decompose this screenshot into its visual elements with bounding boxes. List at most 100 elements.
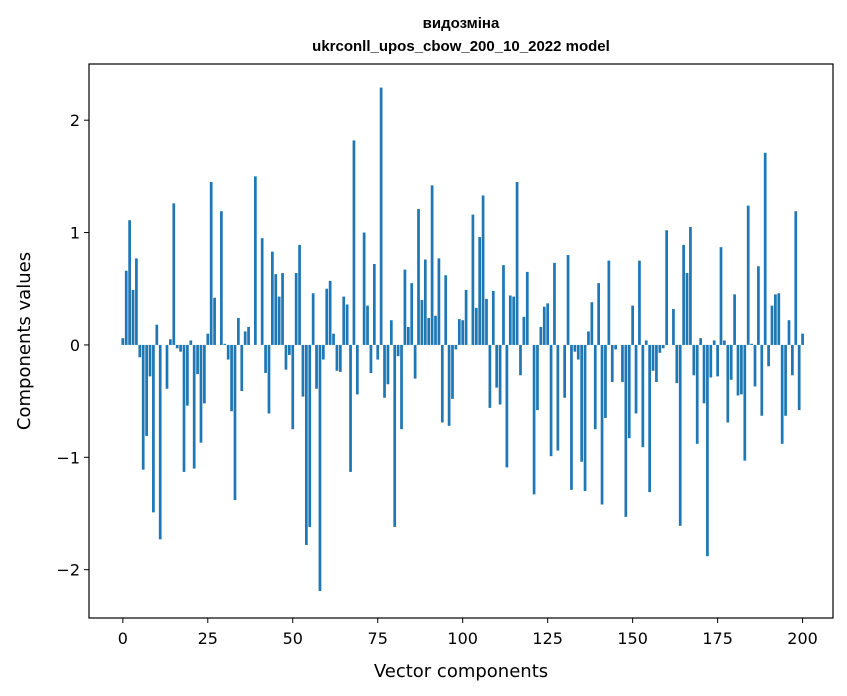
- bar-81: [396, 344, 400, 357]
- bar-90: [427, 317, 431, 345]
- bar-184: [746, 205, 750, 345]
- bar-43: [267, 344, 271, 414]
- bar-187: [757, 266, 760, 345]
- chart-title: видозміна: [423, 15, 500, 32]
- bar-183: [743, 344, 747, 461]
- bar-92: [434, 315, 437, 345]
- bar-80: [393, 344, 397, 527]
- y-tick-label: −1: [56, 448, 80, 467]
- bar-21: [192, 344, 196, 469]
- bar-167: [689, 226, 692, 345]
- bar-86: [413, 344, 417, 379]
- bar-2: [128, 220, 131, 345]
- bar-152: [638, 260, 641, 345]
- bar-111: [498, 344, 502, 405]
- bar-168: [692, 344, 696, 376]
- bar-56: [311, 293, 315, 345]
- bar-8: [148, 344, 152, 377]
- bar-91: [430, 185, 434, 345]
- y-axis-label: Components values: [14, 252, 35, 430]
- bar-41: [260, 238, 264, 345]
- y-tick-label: 2: [70, 111, 80, 130]
- x-tick-label: 50: [283, 629, 303, 648]
- bar-47: [281, 273, 284, 345]
- bar-52: [298, 244, 301, 345]
- bar-49: [288, 344, 291, 356]
- bar-112: [502, 265, 505, 345]
- bar-123: [539, 326, 543, 345]
- bar-89: [423, 259, 427, 345]
- bar-24: [203, 344, 206, 404]
- bar-58: [318, 344, 322, 592]
- y-tick-label: −2: [56, 561, 80, 580]
- bar-64: [338, 344, 342, 372]
- y-axis: −2 −1 0 1 2: [56, 111, 89, 580]
- bar-200: [801, 333, 804, 345]
- bar-85: [410, 283, 414, 345]
- bar-135: [580, 344, 584, 462]
- bar-82: [400, 344, 403, 430]
- bar-121: [532, 344, 536, 495]
- bar-62: [332, 333, 335, 345]
- bar-179: [729, 344, 733, 380]
- bar-169: [695, 344, 699, 444]
- bar-23: [199, 344, 203, 443]
- bar-155: [648, 344, 651, 493]
- x-axis-label: Vector components: [374, 661, 548, 682]
- bar-156: [651, 344, 655, 371]
- plot-frame: [88, 63, 834, 619]
- chart-subtitle: ukrconll_upos_cbow_200_10_2022 model: [312, 38, 610, 55]
- bar-34: [237, 317, 240, 345]
- bar-22: [196, 344, 199, 375]
- bar-60: [325, 288, 329, 345]
- bar-141: [600, 344, 604, 505]
- bar-48: [284, 344, 288, 370]
- bar-143: [607, 260, 611, 345]
- x-tick-label: 125: [532, 629, 563, 648]
- bar-160: [665, 230, 668, 345]
- bar-172: [706, 344, 709, 557]
- bar-109: [491, 290, 495, 345]
- bar-95: [444, 275, 448, 345]
- bar-84: [406, 326, 410, 345]
- bar-26: [209, 181, 213, 345]
- bar-32: [230, 344, 233, 412]
- bar-195: [784, 344, 787, 416]
- bar-189: [763, 152, 767, 345]
- bar-134: [576, 344, 580, 360]
- bar-186: [753, 344, 757, 387]
- bar-157: [655, 344, 658, 383]
- bar-185: [750, 343, 753, 345]
- bar-122: [536, 344, 539, 411]
- bar-17: [179, 344, 182, 352]
- bar-0: [121, 338, 125, 345]
- bar-130: [563, 344, 567, 398]
- bar-93: [437, 258, 441, 345]
- bar-73: [369, 344, 373, 374]
- bar-19: [186, 344, 189, 406]
- bar-153: [641, 344, 645, 448]
- bar-87: [417, 208, 420, 345]
- bar-194: [780, 344, 784, 444]
- bar-31: [226, 344, 230, 360]
- bar-151: [634, 344, 638, 414]
- bar-180: [733, 294, 736, 345]
- bar-11: [158, 344, 162, 540]
- bar-35: [240, 344, 244, 391]
- bar-137: [587, 331, 590, 345]
- bar-16: [175, 344, 179, 349]
- bar-139: [593, 344, 597, 430]
- bar-104: [474, 307, 478, 345]
- bar-193: [777, 293, 781, 345]
- bar-126: [549, 344, 553, 457]
- bar-199: [797, 344, 801, 411]
- bar-106: [481, 195, 485, 345]
- bar-144: [610, 344, 614, 383]
- bar-174: [712, 340, 716, 345]
- bar-197: [791, 344, 794, 376]
- bar-147: [621, 344, 624, 383]
- bar-133: [573, 344, 577, 352]
- bar-88: [420, 299, 424, 345]
- bar-79: [389, 320, 393, 345]
